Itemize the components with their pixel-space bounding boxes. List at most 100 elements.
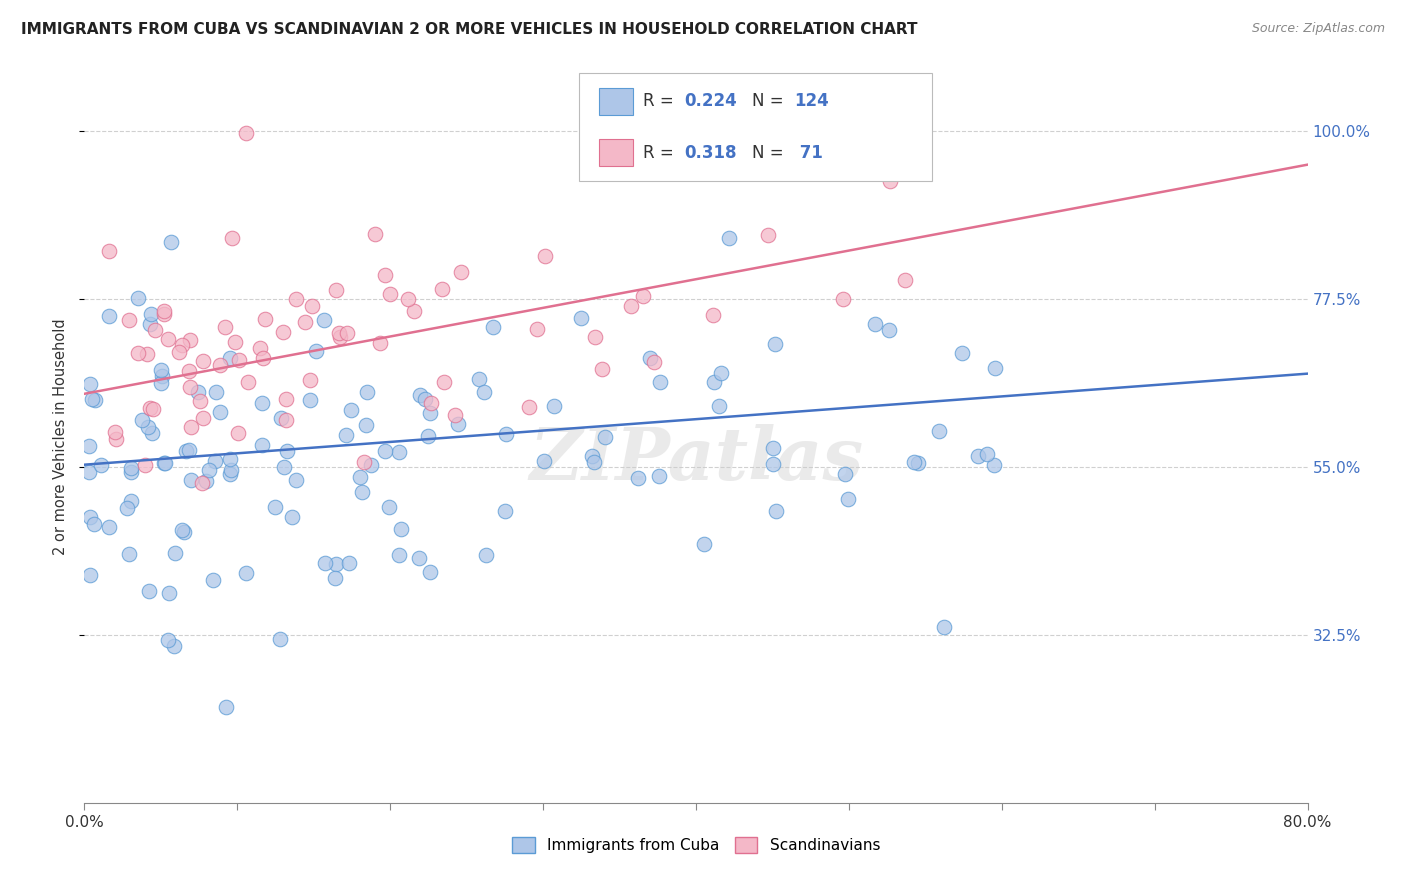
Point bbox=[966, 449, 988, 463]
Point bbox=[269, 632, 291, 646]
Point bbox=[928, 424, 950, 438]
Point bbox=[153, 304, 176, 318]
Point bbox=[139, 401, 162, 416]
Point bbox=[294, 315, 316, 329]
Point bbox=[264, 500, 287, 514]
Point bbox=[235, 127, 257, 141]
Point bbox=[155, 456, 177, 470]
Point bbox=[191, 354, 214, 368]
Point bbox=[170, 523, 193, 537]
Point bbox=[409, 388, 432, 402]
Point bbox=[388, 444, 411, 458]
Point bbox=[79, 510, 101, 524]
Point bbox=[188, 394, 211, 409]
Point bbox=[238, 375, 260, 389]
Point bbox=[413, 392, 436, 407]
Point bbox=[869, 111, 891, 125]
Point bbox=[707, 399, 730, 413]
Text: 124: 124 bbox=[794, 93, 830, 111]
Point bbox=[583, 455, 606, 469]
Point bbox=[157, 633, 180, 648]
Point bbox=[136, 420, 159, 434]
Point bbox=[581, 449, 603, 463]
Point bbox=[444, 408, 467, 422]
Point bbox=[907, 456, 929, 470]
Point bbox=[284, 473, 307, 487]
Point bbox=[141, 426, 163, 441]
Point bbox=[893, 272, 915, 286]
Point bbox=[208, 404, 231, 418]
Point bbox=[717, 230, 740, 244]
Point bbox=[90, 458, 112, 472]
Point bbox=[83, 517, 105, 532]
Text: R =: R = bbox=[643, 144, 679, 161]
Point bbox=[360, 458, 382, 472]
Point bbox=[433, 376, 456, 390]
Point bbox=[77, 438, 100, 452]
Point bbox=[863, 318, 886, 332]
Point bbox=[163, 639, 186, 653]
Point bbox=[323, 571, 346, 585]
Point bbox=[285, 293, 308, 307]
Point bbox=[340, 403, 363, 417]
Point bbox=[228, 426, 250, 441]
Point bbox=[173, 524, 195, 539]
Point bbox=[97, 244, 120, 258]
Point bbox=[150, 363, 173, 377]
Point bbox=[593, 430, 616, 444]
Point bbox=[131, 413, 153, 427]
Point bbox=[138, 583, 160, 598]
Point bbox=[519, 400, 541, 414]
Point bbox=[79, 568, 101, 582]
Point bbox=[475, 549, 498, 563]
Point bbox=[79, 377, 101, 392]
Point bbox=[79, 466, 101, 480]
Point bbox=[388, 548, 411, 562]
Point bbox=[150, 369, 173, 384]
Point bbox=[325, 557, 347, 571]
Point bbox=[591, 361, 613, 376]
Point bbox=[120, 461, 142, 475]
Point bbox=[534, 249, 557, 263]
Point bbox=[430, 282, 453, 296]
Point bbox=[374, 444, 396, 458]
Point bbox=[450, 265, 472, 279]
Point bbox=[118, 313, 141, 327]
Text: N =: N = bbox=[752, 144, 789, 161]
Point bbox=[152, 456, 174, 470]
Point bbox=[179, 380, 201, 394]
Point bbox=[301, 299, 323, 313]
Point bbox=[468, 372, 491, 386]
Point bbox=[569, 310, 592, 325]
Point bbox=[638, 351, 661, 365]
Point bbox=[693, 537, 716, 551]
Point bbox=[139, 307, 162, 321]
Point bbox=[215, 700, 238, 714]
Point bbox=[932, 620, 955, 634]
Point bbox=[134, 458, 156, 472]
Point bbox=[98, 310, 121, 324]
Point bbox=[312, 313, 335, 327]
Point bbox=[135, 347, 157, 361]
Point bbox=[328, 326, 350, 340]
Point bbox=[710, 367, 733, 381]
Point bbox=[180, 419, 202, 434]
Point bbox=[984, 361, 1007, 376]
Point bbox=[139, 317, 162, 331]
Point bbox=[276, 392, 298, 406]
Text: R =: R = bbox=[643, 93, 679, 111]
Point bbox=[252, 351, 274, 365]
Text: 0.318: 0.318 bbox=[685, 144, 737, 161]
Point bbox=[543, 399, 565, 413]
Point bbox=[270, 411, 292, 425]
Point bbox=[118, 547, 141, 561]
Text: ZIPatlas: ZIPatlas bbox=[529, 424, 863, 494]
Point bbox=[177, 443, 200, 458]
Point bbox=[834, 467, 856, 482]
Point bbox=[335, 428, 357, 442]
Point bbox=[474, 384, 496, 399]
Point bbox=[252, 438, 274, 452]
Point bbox=[648, 376, 671, 390]
Point bbox=[419, 396, 441, 410]
Point bbox=[837, 492, 859, 507]
